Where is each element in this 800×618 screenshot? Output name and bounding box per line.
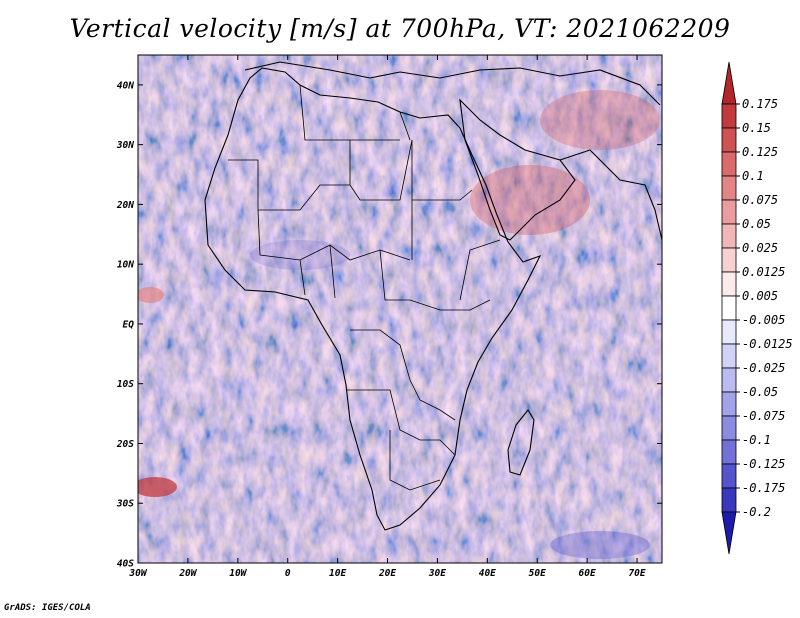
- colorbar-label: -0.005: [742, 313, 785, 327]
- lat-label: 40N: [117, 80, 134, 91]
- ascent-patch: [138, 477, 177, 497]
- colorbar: 0.175 0.15 0.125 0.1 0.075 0.05 0.025 0.0125 0.0…: [721, 61, 793, 555]
- colorbar-label: -0.175: [742, 481, 785, 495]
- colorbar-label: -0.125: [742, 457, 785, 471]
- colorbar-label: 0.175: [742, 97, 778, 111]
- lat-label: 30N: [116, 140, 134, 151]
- lat-label: 20S: [116, 439, 134, 450]
- lat-label: 10N: [117, 260, 134, 271]
- colorbar-label: 0.025: [742, 241, 778, 255]
- country-borders: [228, 84, 501, 491]
- colorbar-label: -0.2: [742, 505, 771, 519]
- ascent-patch: [470, 165, 590, 235]
- arabia-coastline: [459, 98, 576, 241]
- lon-label: 30W: [128, 568, 147, 579]
- colorbar-swatch: [721, 271, 737, 297]
- colorbar-swatch: [721, 343, 737, 369]
- colorbar-label: 0.125: [742, 145, 778, 159]
- colorbar-swatch: [721, 367, 737, 393]
- grads-credit: GrADS: IGES/COLA: [4, 603, 91, 613]
- colorbar-swatch: [721, 247, 737, 273]
- colorbar-label: 0.005: [742, 289, 778, 303]
- colorbar-label: 0.1: [742, 169, 764, 183]
- lon-label: 70E: [628, 568, 645, 579]
- lon-label: 60E: [579, 568, 596, 579]
- colorbar-swatch: [721, 319, 737, 345]
- ascent-patch: [138, 287, 164, 303]
- colorbar-swatch: [721, 295, 737, 321]
- lon-label: 20E: [378, 568, 396, 579]
- colorbar-label: 0.15: [742, 121, 771, 135]
- lat-label: 30S: [116, 499, 134, 510]
- colorbar-swatch: [721, 223, 737, 249]
- lon-label: 0: [285, 568, 291, 579]
- lon-label: 10E: [329, 568, 346, 579]
- colorbar-swatch: [721, 391, 737, 417]
- colorbar-arrow-top: [721, 61, 737, 105]
- colorbar-label: -0.075: [742, 409, 785, 423]
- lat-label: 40S: [117, 559, 134, 570]
- colorbar-label: -0.0125: [742, 337, 793, 351]
- lon-label: 40E: [479, 568, 496, 579]
- lat-label: 20N: [116, 200, 134, 211]
- colorbar-label: -0.05: [742, 385, 778, 399]
- descent-patch: [550, 531, 650, 559]
- eurasia-coastline: [244, 61, 662, 241]
- colorbar-label: 0.075: [742, 193, 778, 207]
- plot-frame: [137, 54, 663, 564]
- colorbar-swatch: [721, 439, 737, 465]
- colorbar-swatch: [721, 487, 737, 513]
- colorbar-label: 0.0125: [742, 265, 785, 279]
- colorbar-swatch: [721, 175, 737, 201]
- latitude-axis: 40N 30N 20N 10N EQ 10S 20S 30S 40S: [116, 80, 662, 570]
- lon-label: 10W: [229, 568, 247, 579]
- lon-label: 30E: [428, 568, 446, 579]
- colorbar-swatch: [721, 415, 737, 441]
- lon-label: 20W: [178, 568, 197, 579]
- ascent-patch: [540, 90, 660, 150]
- madagascar-coastline: [507, 409, 535, 476]
- lat-label: EQ: [123, 319, 135, 330]
- colorbar-swatch: [721, 103, 737, 129]
- velocity-field: [138, 55, 662, 563]
- map-title: Vertical velocity [m/s] at 700hPa, VT: 2…: [69, 14, 731, 43]
- colorbar-label: -0.1: [742, 433, 771, 447]
- descent-patch: [250, 240, 350, 270]
- colorbar-swatch: [721, 199, 737, 225]
- colorbar-swatch: [721, 463, 737, 489]
- lat-label: 10S: [117, 379, 134, 390]
- colorbar-label: -0.025: [742, 361, 785, 375]
- colorbar-swatch: [721, 127, 737, 153]
- colorbar-label: 0.05: [742, 217, 771, 231]
- lon-label: 50E: [529, 568, 546, 579]
- colorbar-arrow-bottom: [721, 511, 737, 555]
- longitude-axis: 30W 20W 10W 0 10E 20E 30E 40E 50E 60E 70E: [128, 55, 646, 579]
- colorbar-swatch: [721, 151, 737, 177]
